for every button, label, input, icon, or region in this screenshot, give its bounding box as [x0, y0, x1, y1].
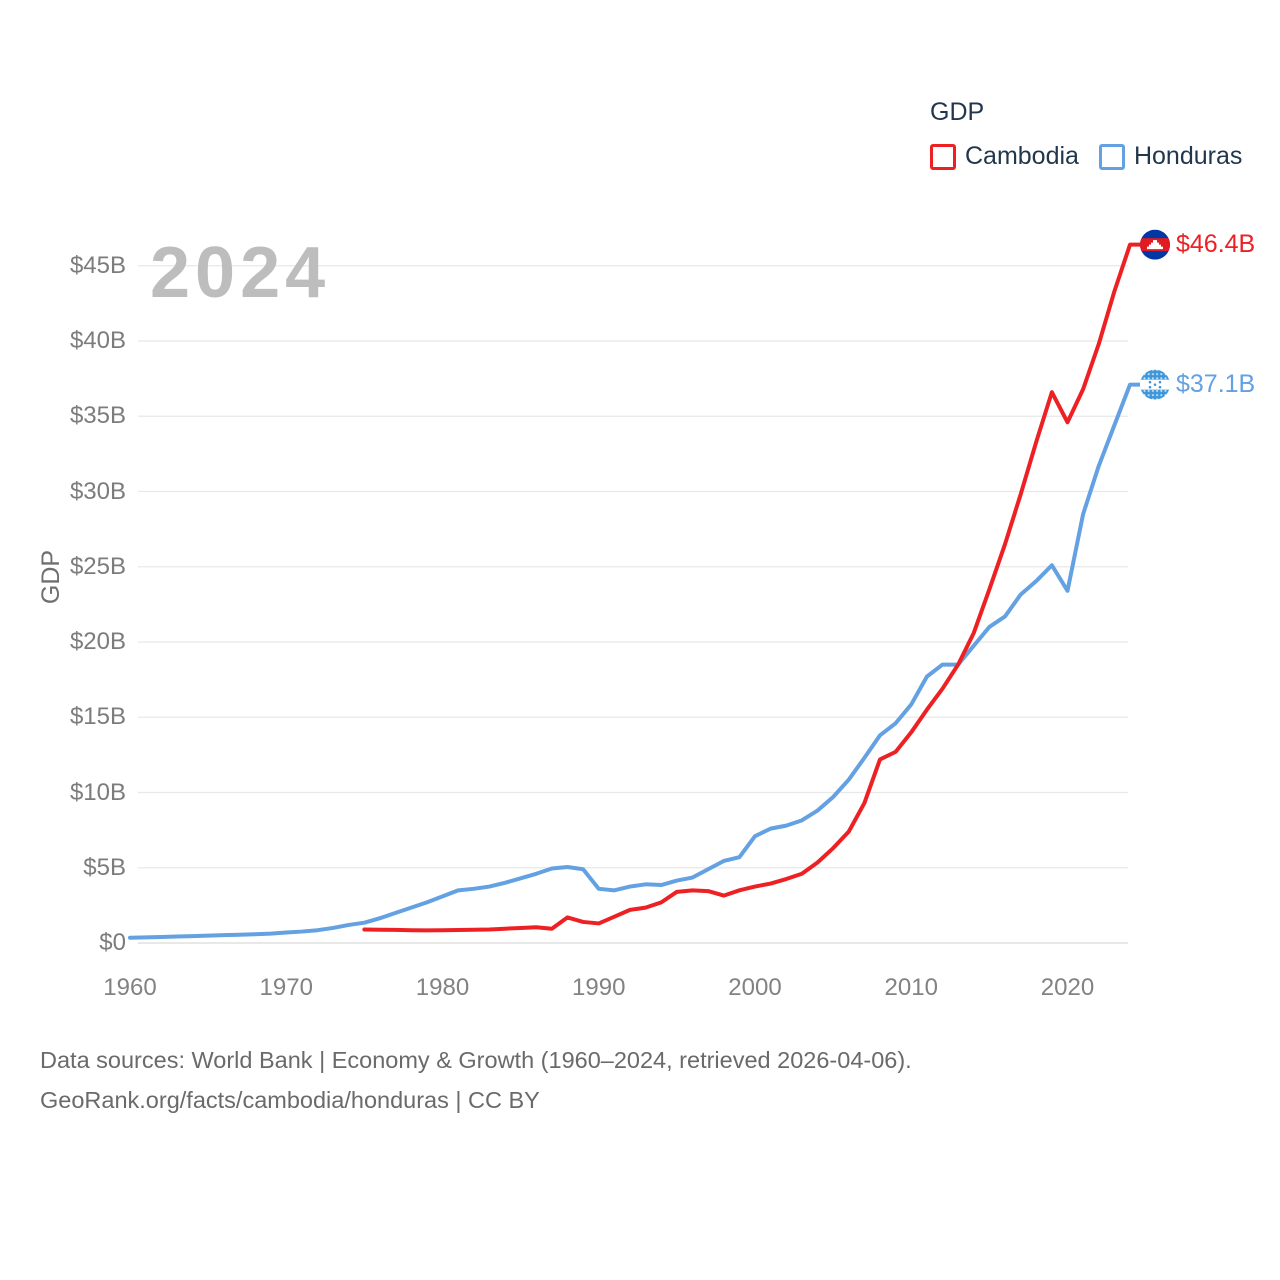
y-tick-label: $15B [69, 703, 126, 731]
y-tick-label: $20B [69, 628, 126, 655]
y-tick-label: $40B [69, 327, 126, 354]
cambodia-swatch-icon [930, 143, 956, 170]
legend: GDP Cambodia Honduras [930, 98, 1242, 171]
legend-row: Cambodia Honduras [930, 142, 1242, 171]
x-tick-label: 1980 [415, 974, 470, 1001]
legend-title: GDP [930, 98, 985, 126]
y-tick-label: $45B [69, 251, 126, 279]
x-tick-label: 1990 [572, 974, 626, 1001]
x-tick-label: 2010 [884, 974, 938, 1001]
attribution-link-text: GeoRank.org/facts/cambodia/honduras | CC… [40, 1087, 540, 1113]
legend-label-honduras: Honduras [1133, 142, 1243, 170]
y-tick-label: $5B [83, 853, 126, 881]
honduras-flag-icon [1140, 369, 1170, 400]
cambodia-flag-icon [1140, 229, 1170, 260]
legend-item-honduras[interactable]: Honduras [1098, 142, 1243, 171]
y-tick-label: $30B [69, 477, 126, 505]
gdp-line-chart [128, 229, 1170, 944]
legend-item-cambodia[interactable]: Cambodia [930, 142, 1079, 171]
y-tick-label: $10B [69, 778, 126, 806]
x-tick-label: 1970 [259, 974, 313, 1001]
honduras-value-label: $37.1B [1176, 369, 1256, 398]
honduras-line[interactable] [128, 382, 1143, 940]
cambodia-line[interactable] [362, 242, 1143, 933]
y-tick-label: $35B [69, 402, 126, 430]
x-tick-label: 2000 [728, 974, 782, 1001]
honduras-swatch-icon [1098, 143, 1125, 170]
y-tick-label: $25B [69, 552, 126, 580]
data-sources-text: Data sources: World Bank | Economy & Gro… [40, 1047, 912, 1073]
legend-label-cambodia: Cambodia [965, 142, 1079, 170]
x-tick-label: 2020 [1040, 974, 1095, 1001]
watermark-year: 2024 [150, 233, 331, 313]
x-tick-label: 1960 [103, 974, 157, 1001]
cambodia-value-label: $46.4B [1176, 229, 1256, 258]
y-tick-label: $0 [99, 929, 126, 956]
